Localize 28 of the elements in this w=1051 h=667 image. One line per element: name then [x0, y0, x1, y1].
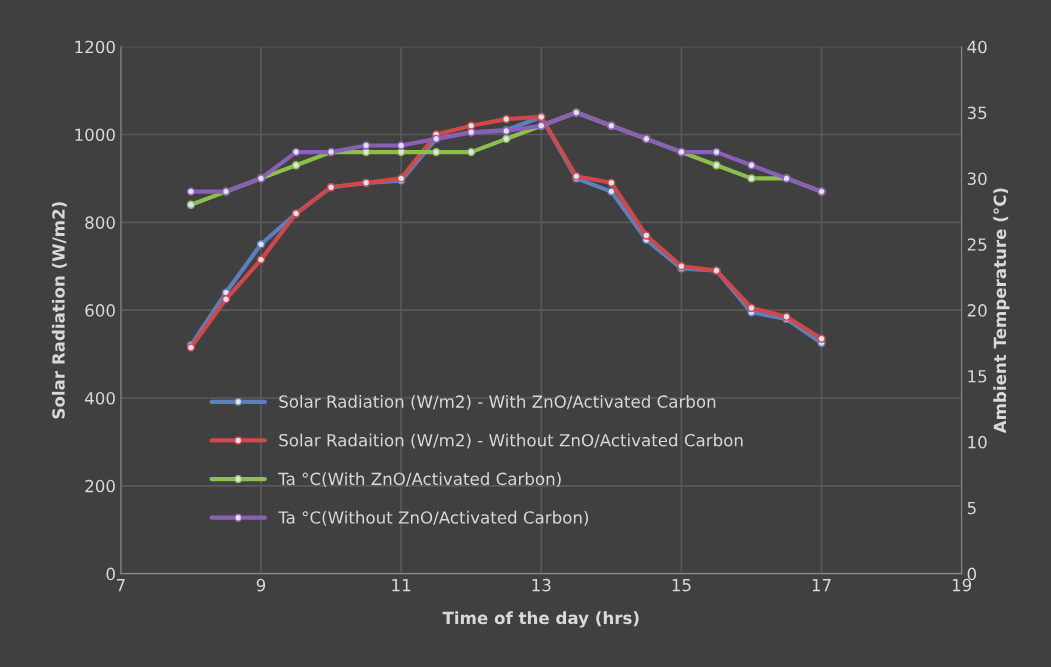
x-tick-label: 9 [256, 578, 266, 592]
x-tick-label: 7 [116, 578, 125, 592]
y-tick-label: 800 [85, 216, 115, 229]
y2-tick-label: 30 [967, 172, 987, 185]
y2-tick-label: 40 [967, 40, 987, 54]
y2-tick-label: 25 [967, 238, 987, 251]
y2-axis-title: Ambient Temperature (°C) [993, 188, 1010, 434]
y-tick-label: 400 [85, 391, 115, 405]
legend-label: Ta °C(With ZnO/Activated Carbon) [278, 472, 561, 488]
y-tick-label: 1000 [75, 128, 115, 142]
y2-tick-label: 15 [968, 370, 987, 383]
y2-tick-label: 35 [967, 106, 987, 120]
y-tick-label: 1200 [75, 40, 115, 54]
y-axis-title: Solar Radiation (W/m2) [51, 202, 67, 419]
y2-tick-label: 20 [967, 304, 987, 317]
y-tick-label: 600 [85, 304, 115, 317]
y-tick-label: 200 [85, 479, 115, 493]
legend-label: Solar Radiation (W/m2) - With ZnO/Activated Carbon [279, 394, 716, 410]
y2-tick-label: 5 [967, 501, 976, 515]
legend-label: Ta °C(Without ZnO/Activated Carbon) [278, 510, 589, 526]
x-tick-label: 17 [812, 578, 831, 592]
x-tick-label: 15 [672, 578, 691, 592]
legend-label: Solar Radaition (W/m2) - Without ZnO/Activated Carbon [279, 433, 743, 449]
y-tick-label: 0 [106, 567, 115, 581]
y2-tick-label: 10 [968, 435, 987, 449]
x-tick-label: 11 [392, 578, 411, 592]
x-axis-title: Time of the day (hrs) [442, 611, 639, 628]
x-tick-label: 13 [532, 578, 551, 592]
